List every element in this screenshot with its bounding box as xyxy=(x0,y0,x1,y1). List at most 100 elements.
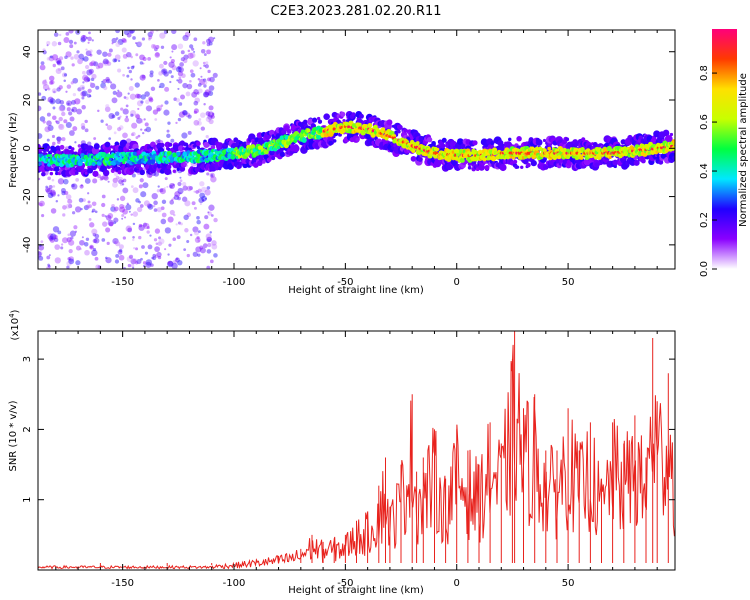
heatmap-cell xyxy=(193,110,198,115)
heatmap-cell xyxy=(63,178,69,185)
heatmap-cell xyxy=(140,257,143,261)
heatmap-cell xyxy=(96,49,102,55)
spectrogram-xtick-label: 50 xyxy=(562,277,575,288)
heatmap-cell xyxy=(200,126,205,131)
heatmap-cell xyxy=(67,102,70,106)
heatmap-cell xyxy=(70,56,74,60)
heatmap-cell xyxy=(205,233,212,240)
heatmap-cell xyxy=(139,178,144,183)
heatmap-cell xyxy=(206,265,211,269)
heatmap-cell xyxy=(490,141,495,146)
heatmap-cell xyxy=(175,257,180,263)
heatmap-cell xyxy=(176,79,179,82)
heatmap-cell xyxy=(108,221,114,227)
heatmap-cell xyxy=(115,241,121,247)
heatmap-cell xyxy=(54,237,59,242)
heatmap-cell xyxy=(91,73,97,80)
heatmap-cell xyxy=(146,226,150,230)
heatmap-cell xyxy=(138,118,144,124)
heatmap-cell xyxy=(189,69,194,74)
heatmap-cell xyxy=(534,146,539,151)
heatmap-cell xyxy=(88,218,92,221)
heatmap-cell xyxy=(469,151,473,155)
heatmap-cell xyxy=(131,131,136,137)
heatmap-cell xyxy=(193,119,200,126)
heatmap-cell xyxy=(123,216,127,219)
heatmap-cell xyxy=(180,50,185,55)
heatmap-cell xyxy=(119,115,122,118)
heatmap-cell xyxy=(50,191,57,197)
heatmap-cell xyxy=(172,169,176,173)
heatmap-cell xyxy=(200,247,206,254)
heatmap-cell xyxy=(87,41,90,44)
heatmap-cell xyxy=(142,56,147,62)
heatmap-cell xyxy=(105,60,110,65)
heatmap-cell xyxy=(112,90,117,95)
heatmap-cell xyxy=(207,36,214,43)
heatmap-cell xyxy=(45,187,51,193)
heatmap-cell xyxy=(68,39,74,45)
heatmap-cell xyxy=(56,87,61,92)
heatmap-cell xyxy=(83,204,89,211)
heatmap-cell xyxy=(145,105,153,112)
heatmap-cell xyxy=(92,178,98,184)
heatmap-cell xyxy=(199,202,202,206)
heatmap-cell xyxy=(196,236,200,240)
heatmap-cell xyxy=(169,200,175,205)
heatmap-cell xyxy=(526,162,531,168)
heatmap-cell xyxy=(122,187,129,194)
heatmap-cell xyxy=(100,152,107,158)
heatmap-cell xyxy=(55,145,61,151)
heatmap-cell xyxy=(110,83,117,90)
heatmap-cell xyxy=(45,185,49,189)
heatmap-cell xyxy=(167,216,174,223)
heatmap-cell xyxy=(193,37,198,42)
heatmap-cell xyxy=(47,263,50,267)
heatmap-cell xyxy=(38,177,41,181)
heatmap-cell xyxy=(67,257,71,261)
heatmap-cell xyxy=(357,122,362,127)
heatmap-cell xyxy=(79,84,86,91)
heatmap-cell xyxy=(121,37,127,43)
heatmap-cell xyxy=(94,143,100,149)
heatmap-cell xyxy=(189,233,193,237)
heatmap-cell xyxy=(520,165,524,169)
heatmap-cell xyxy=(38,162,42,166)
heatmap-cell xyxy=(73,53,80,60)
heatmap-cell xyxy=(195,246,202,253)
snr-frame xyxy=(37,330,676,571)
heatmap-cell xyxy=(94,256,99,261)
heatmap-cell xyxy=(209,172,215,179)
spectrogram-frame xyxy=(37,29,676,270)
heatmap-cell xyxy=(170,58,175,64)
colorbar-gradient xyxy=(712,29,737,269)
heatmap-cell xyxy=(160,45,165,50)
heatmap-cell xyxy=(89,49,93,53)
heatmap-cell xyxy=(136,100,144,107)
heatmap-cell xyxy=(57,230,62,235)
heatmap-cell xyxy=(129,168,134,173)
heatmap-cell xyxy=(135,247,138,251)
heatmap-cell xyxy=(105,215,112,221)
heatmap-cell xyxy=(185,91,191,97)
heatmap-cell xyxy=(60,246,64,250)
heatmap-cell xyxy=(48,154,52,158)
heatmap-cell xyxy=(360,130,366,136)
heatmap-cell xyxy=(626,146,630,150)
heatmap-cell xyxy=(77,58,83,65)
heatmap-cell xyxy=(177,259,183,266)
heatmap-cell xyxy=(55,68,62,75)
heatmap-cell xyxy=(119,195,126,202)
heatmap-cell xyxy=(178,76,182,80)
heatmap-cell xyxy=(574,141,579,147)
heatmap-cell xyxy=(150,30,154,34)
snr-xtick-label: 50 xyxy=(562,578,575,589)
heatmap-cell xyxy=(71,183,75,188)
snr-panel: -150 -100 -50 0 50 1 2 3 Height of straight lin… xyxy=(8,309,676,596)
heatmap-cell xyxy=(105,227,111,233)
heatmap-cell xyxy=(105,104,110,109)
heatmap-cell xyxy=(193,89,199,95)
heatmap-cell xyxy=(61,137,66,142)
heatmap-cell xyxy=(87,205,91,208)
heatmap-cell xyxy=(121,217,124,220)
